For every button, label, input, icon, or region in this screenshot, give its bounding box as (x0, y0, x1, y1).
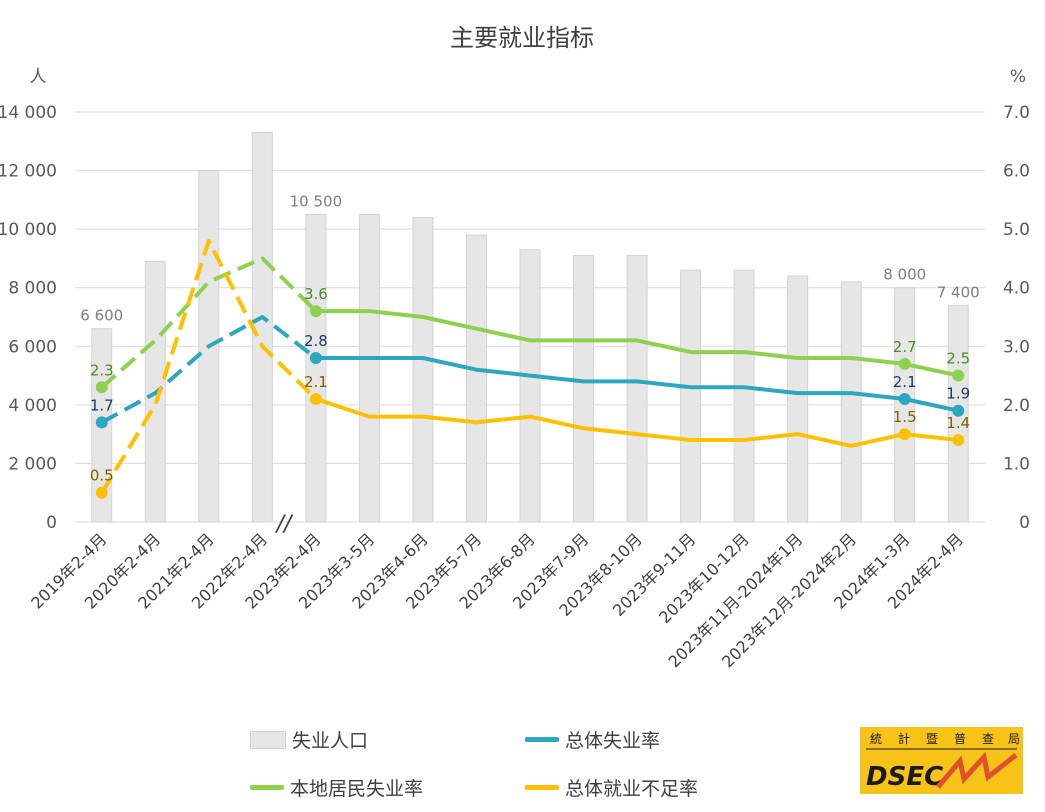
series-line (315, 397, 959, 448)
bar-data-label: 10 500 (290, 193, 343, 211)
logo-char-6: 局 (1008, 732, 1020, 746)
legend-swatch-overall (525, 737, 559, 742)
right-tick-label: 6.0 (1003, 162, 1030, 182)
series-line (315, 309, 959, 378)
line-data-label: 1.7 (90, 396, 114, 414)
bar-data-label: 8 000 (883, 266, 926, 284)
legend-label-unemployed: 失业人口 (292, 730, 369, 752)
bar-data-label: 6 600 (80, 307, 123, 325)
bar (305, 214, 327, 523)
legend-swatch-bar (250, 730, 286, 749)
logo-zigzag-icon (936, 751, 1018, 789)
series-marker (95, 416, 108, 429)
line-series-group (95, 238, 965, 499)
right-tick-label: 2.0 (1003, 396, 1030, 416)
category-tick-label: 2023年10-12月 (655, 529, 753, 627)
right-tick-label: 7.0 (1003, 103, 1030, 123)
legend-label-underemployment: 总体就业不足率 (565, 778, 699, 800)
legend-swatch-underemployment (525, 785, 559, 790)
right-tick-label: 0 (1019, 513, 1030, 533)
right-axis-unit: % (1010, 67, 1026, 87)
left-tick-label: 0 (46, 513, 57, 533)
line-data-label: 2.1 (304, 373, 328, 391)
line-data-label: 1.9 (946, 385, 970, 403)
line-data-label: 2.3 (90, 361, 114, 379)
series-marker (309, 393, 322, 405)
axis-break-marker: // (275, 512, 294, 537)
legend-item-unemployed: 失业人口 (250, 726, 368, 753)
line-data-label: 2.8 (304, 332, 328, 350)
data-labels: 6 600 10 500 8 000 7 400 1.7 2.8 2.1 1.9 2.3 3.6 2… (80, 193, 979, 485)
line-data-label: 0.5 (90, 467, 114, 485)
bar-data-label: 7 400 (937, 283, 980, 301)
logo-char-2: 計 (898, 731, 910, 746)
line-data-label: 1.4 (946, 414, 970, 432)
series-marker (898, 428, 911, 441)
legend-item-local-unemployment: 本地居民失业率 (250, 774, 423, 801)
chart-title: 主要就业指标 (450, 24, 594, 52)
bar (519, 249, 541, 523)
logo-text: DSEC (866, 762, 943, 792)
bar (412, 216, 434, 523)
bar (358, 214, 380, 523)
bar (840, 281, 862, 523)
left-tick-label: 8 000 (8, 279, 57, 299)
legend-label-local-unemployment: 本地居民失业率 (290, 778, 424, 800)
legend-item-underemployment: 总体就业不足率 (525, 774, 698, 801)
legend-swatch-local (250, 785, 284, 790)
left-tick-label: 2 000 (8, 454, 57, 474)
line-data-label: 2.5 (946, 350, 970, 368)
left-tick-label: 14 000 (0, 103, 57, 123)
left-axis-unit: 人 (30, 67, 47, 87)
series-line-dashed (100, 315, 318, 425)
series-marker (95, 486, 108, 499)
series-marker (952, 369, 965, 382)
series-line (315, 356, 959, 413)
legend-item-overall-unemployment: 总体失业率 (525, 726, 660, 753)
series-marker (898, 393, 911, 405)
series-line-dashed (100, 238, 318, 494)
line-data-label: 2.1 (893, 373, 917, 391)
series-marker (309, 305, 322, 318)
logo-char-4: 普 (954, 732, 966, 746)
series-marker (95, 381, 108, 394)
dsec-logo: 統 計 暨 普 查 局 DSEC (860, 727, 1023, 794)
line-data-label: 2.7 (893, 338, 917, 356)
bar (733, 269, 755, 523)
right-tick-label: 4.0 (1003, 279, 1030, 299)
line-data-label: 3.6 (304, 285, 328, 303)
left-tick-label: 12 000 (0, 162, 57, 182)
left-tick-label: 4 000 (8, 396, 57, 416)
logo-char-3: 暨 (926, 732, 938, 746)
series-marker (309, 352, 322, 364)
bar (251, 132, 273, 523)
series-marker (952, 404, 965, 417)
series-marker (898, 357, 911, 370)
legend-label-overall-unemployment: 总体失业率 (565, 730, 661, 752)
left-tick-label: 6 000 (8, 337, 57, 357)
bar (626, 255, 648, 523)
right-tick-label: 5.0 (1003, 220, 1030, 240)
bar (465, 234, 487, 523)
logo-char-1: 統 (870, 732, 882, 746)
right-tick-label: 1.0 (1003, 454, 1030, 474)
line-data-label: 1.5 (893, 408, 917, 426)
right-tick-label: 3.0 (1003, 337, 1030, 357)
logo-char-5: 查 (982, 732, 994, 746)
bar (573, 255, 595, 523)
left-tick-label: 10 000 (0, 220, 57, 240)
bar (680, 269, 702, 523)
bar (787, 275, 809, 523)
series-marker (952, 434, 965, 446)
